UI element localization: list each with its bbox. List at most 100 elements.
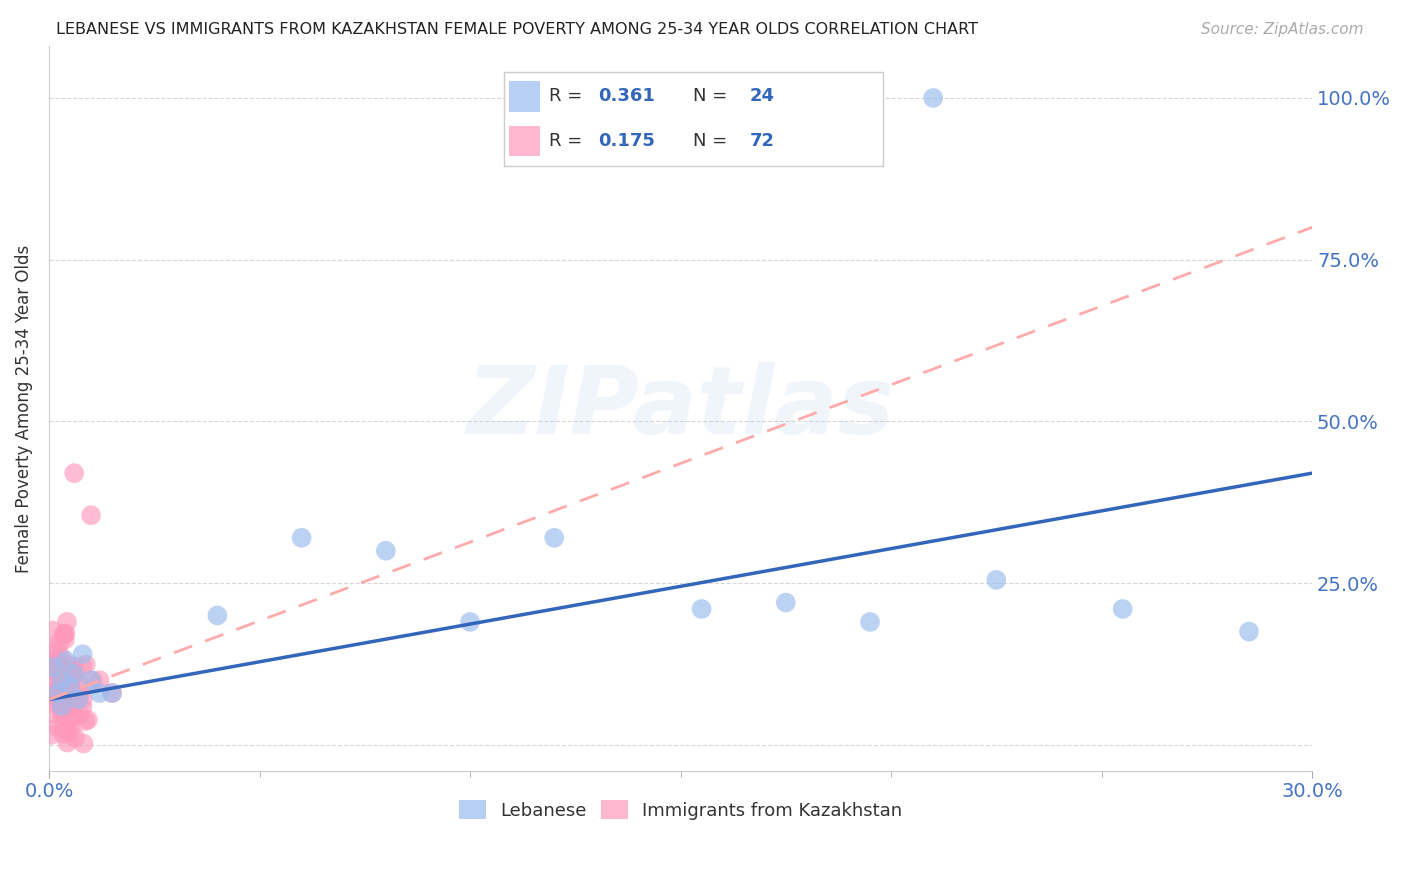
Point (922, 91, 945, 105)
Point (51, 698, 73, 713)
Point (63, 731, 86, 745)
Point (41, 642, 63, 657)
Point (374, 543, 396, 558)
Point (55, 657, 77, 672)
Point (52, 685, 75, 699)
Point (51, 706, 73, 720)
Point (46, 644, 69, 658)
Point (41, 664, 63, 678)
Point (58, 725, 80, 739)
Point (62, 709, 84, 723)
Point (41, 706, 63, 721)
Point (543, 531, 565, 545)
Point (55, 654, 77, 668)
Point (75, 657, 97, 672)
Point (72, 737, 94, 751)
Point (56, 736, 79, 750)
Point (1237, 624, 1260, 639)
Point (986, 573, 1008, 587)
Point (67, 692, 90, 706)
Point (48, 683, 70, 698)
Point (48, 671, 70, 685)
Point (80, 508, 103, 523)
Point (49, 666, 72, 681)
Point (62, 664, 84, 678)
Point (63, 466, 86, 480)
Point (51, 701, 73, 715)
Point (56, 723, 79, 738)
Point (53, 632, 76, 647)
Point (46, 720, 69, 734)
Point (48, 635, 70, 649)
Point (775, 595, 797, 609)
Point (82, 673, 104, 688)
Point (63, 669, 86, 683)
Point (72, 692, 94, 706)
Point (207, 608, 229, 623)
Text: Source: ZipAtlas.com: Source: ZipAtlas.com (1201, 22, 1364, 37)
Point (59, 666, 82, 681)
Legend: Lebanese, Immigrants from Kazakhstan: Lebanese, Immigrants from Kazakhstan (451, 793, 910, 827)
Point (77, 713, 100, 727)
Point (59, 723, 82, 737)
Point (51, 673, 73, 687)
Point (41, 685, 63, 699)
Point (69, 689, 91, 703)
Point (101, 686, 124, 700)
Point (52, 628, 75, 642)
Point (59, 680, 82, 694)
Point (1111, 602, 1133, 616)
Point (51, 703, 73, 717)
Point (63, 708, 86, 723)
Point (70, 659, 93, 673)
Point (60, 674, 83, 689)
Point (39, 694, 62, 708)
Point (72, 647, 94, 661)
Point (52, 717, 75, 731)
Point (458, 615, 481, 629)
Point (56, 615, 79, 629)
Point (690, 602, 713, 616)
Point (56, 672, 79, 686)
Point (67, 687, 90, 701)
Point (80, 673, 103, 687)
Point (45, 690, 67, 705)
Point (51, 669, 73, 683)
Point (52, 727, 75, 741)
Point (101, 686, 124, 700)
Point (39, 688, 62, 702)
Point (89, 686, 111, 700)
Point (859, 615, 882, 629)
Point (63, 666, 86, 681)
Point (55, 626, 77, 640)
Point (59, 680, 82, 694)
Y-axis label: Female Poverty Among 25-34 Year Olds: Female Poverty Among 25-34 Year Olds (15, 244, 32, 573)
Point (63, 659, 86, 673)
Point (55, 703, 77, 717)
Point (39, 728, 62, 742)
Point (58, 683, 80, 698)
Point (70, 679, 93, 693)
Point (55, 698, 77, 713)
Point (48, 658, 70, 673)
Point (42, 658, 65, 673)
Point (63, 694, 86, 708)
Point (44, 653, 66, 667)
Point (291, 531, 314, 545)
Point (52, 677, 75, 691)
Point (49, 650, 72, 665)
Point (55, 721, 77, 735)
Point (89, 673, 111, 687)
Point (46, 686, 69, 700)
Point (75, 714, 97, 728)
Point (44, 680, 66, 694)
Point (69, 708, 91, 723)
Point (62, 690, 84, 705)
Point (55, 700, 77, 714)
Text: LEBANESE VS IMMIGRANTS FROM KAZAKHSTAN FEMALE POVERTY AMONG 25-34 YEAR OLDS CORR: LEBANESE VS IMMIGRANTS FROM KAZAKHSTAN F… (56, 22, 979, 37)
Point (53, 627, 76, 641)
Point (41, 624, 63, 638)
Point (72, 699, 94, 714)
Point (59, 681, 82, 696)
Point (62, 667, 84, 681)
